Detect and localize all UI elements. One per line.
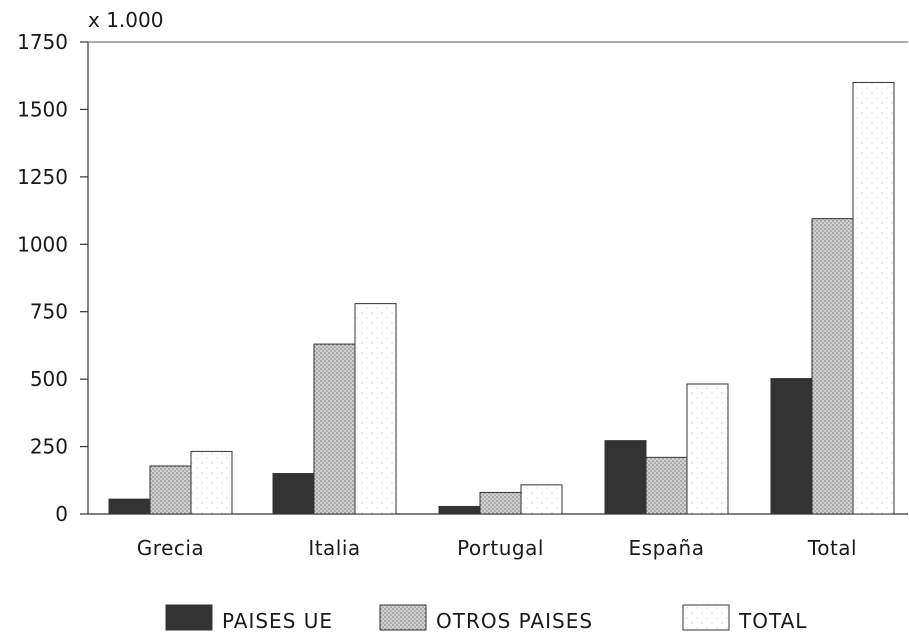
- bar-portugal-paises-ue: [438, 505, 481, 515]
- y-axis-ticks: 0 250 500 750 1000 1250 1500 1750: [17, 30, 88, 526]
- legend-label: OTROS PAISES: [436, 609, 593, 632]
- legend-label: TOTAL: [738, 609, 807, 632]
- y-tick-label: 1750: [17, 30, 68, 54]
- bar-grecia-total: [190, 450, 233, 515]
- x-tick-label: España: [629, 536, 705, 560]
- legend-label: PAISES UE: [222, 609, 333, 632]
- bar-grecia-otros-paises: [149, 465, 192, 515]
- bars: [108, 81, 895, 515]
- bar-italia-paises-ue: [272, 473, 315, 515]
- bar-espaa-total: [686, 383, 729, 515]
- x-tick-label: Portugal: [457, 536, 544, 560]
- legend-swatch: [165, 604, 213, 631]
- y-tick-label: 750: [30, 300, 68, 324]
- bar-italia-total: [354, 303, 397, 515]
- legend-swatch: [379, 604, 427, 631]
- bar-espaa-paises-ue: [604, 440, 647, 515]
- x-axis-labels: Grecia Italia Portugal España Total: [137, 536, 857, 560]
- y-unit-label: x 1.000: [88, 8, 163, 32]
- bar-total-paises-ue: [770, 378, 813, 515]
- y-tick-label: 1500: [17, 97, 68, 121]
- y-tick-label: 0: [55, 502, 68, 526]
- bar-portugal-otros-paises: [479, 491, 522, 515]
- y-tick-label: 1000: [17, 232, 68, 256]
- bar-grecia-paises-ue: [108, 498, 151, 515]
- x-tick-label: Grecia: [137, 536, 204, 560]
- bar-espaa-otros-paises: [645, 456, 688, 515]
- x-tick-label: Total: [807, 536, 857, 560]
- y-tick-label: 1250: [17, 165, 68, 189]
- y-tick-label: 500: [30, 367, 68, 391]
- legend: PAISES UE OTROS PAISES TOTAL: [165, 604, 807, 632]
- y-tick-label: 250: [30, 435, 68, 459]
- legend-swatch: [682, 604, 730, 631]
- bar-total-otros-paises: [811, 218, 854, 515]
- bar-portugal-total: [520, 484, 563, 515]
- bar-total-total: [852, 81, 895, 515]
- bar-italia-otros-paises: [313, 343, 356, 515]
- x-tick-label: Italia: [308, 536, 360, 560]
